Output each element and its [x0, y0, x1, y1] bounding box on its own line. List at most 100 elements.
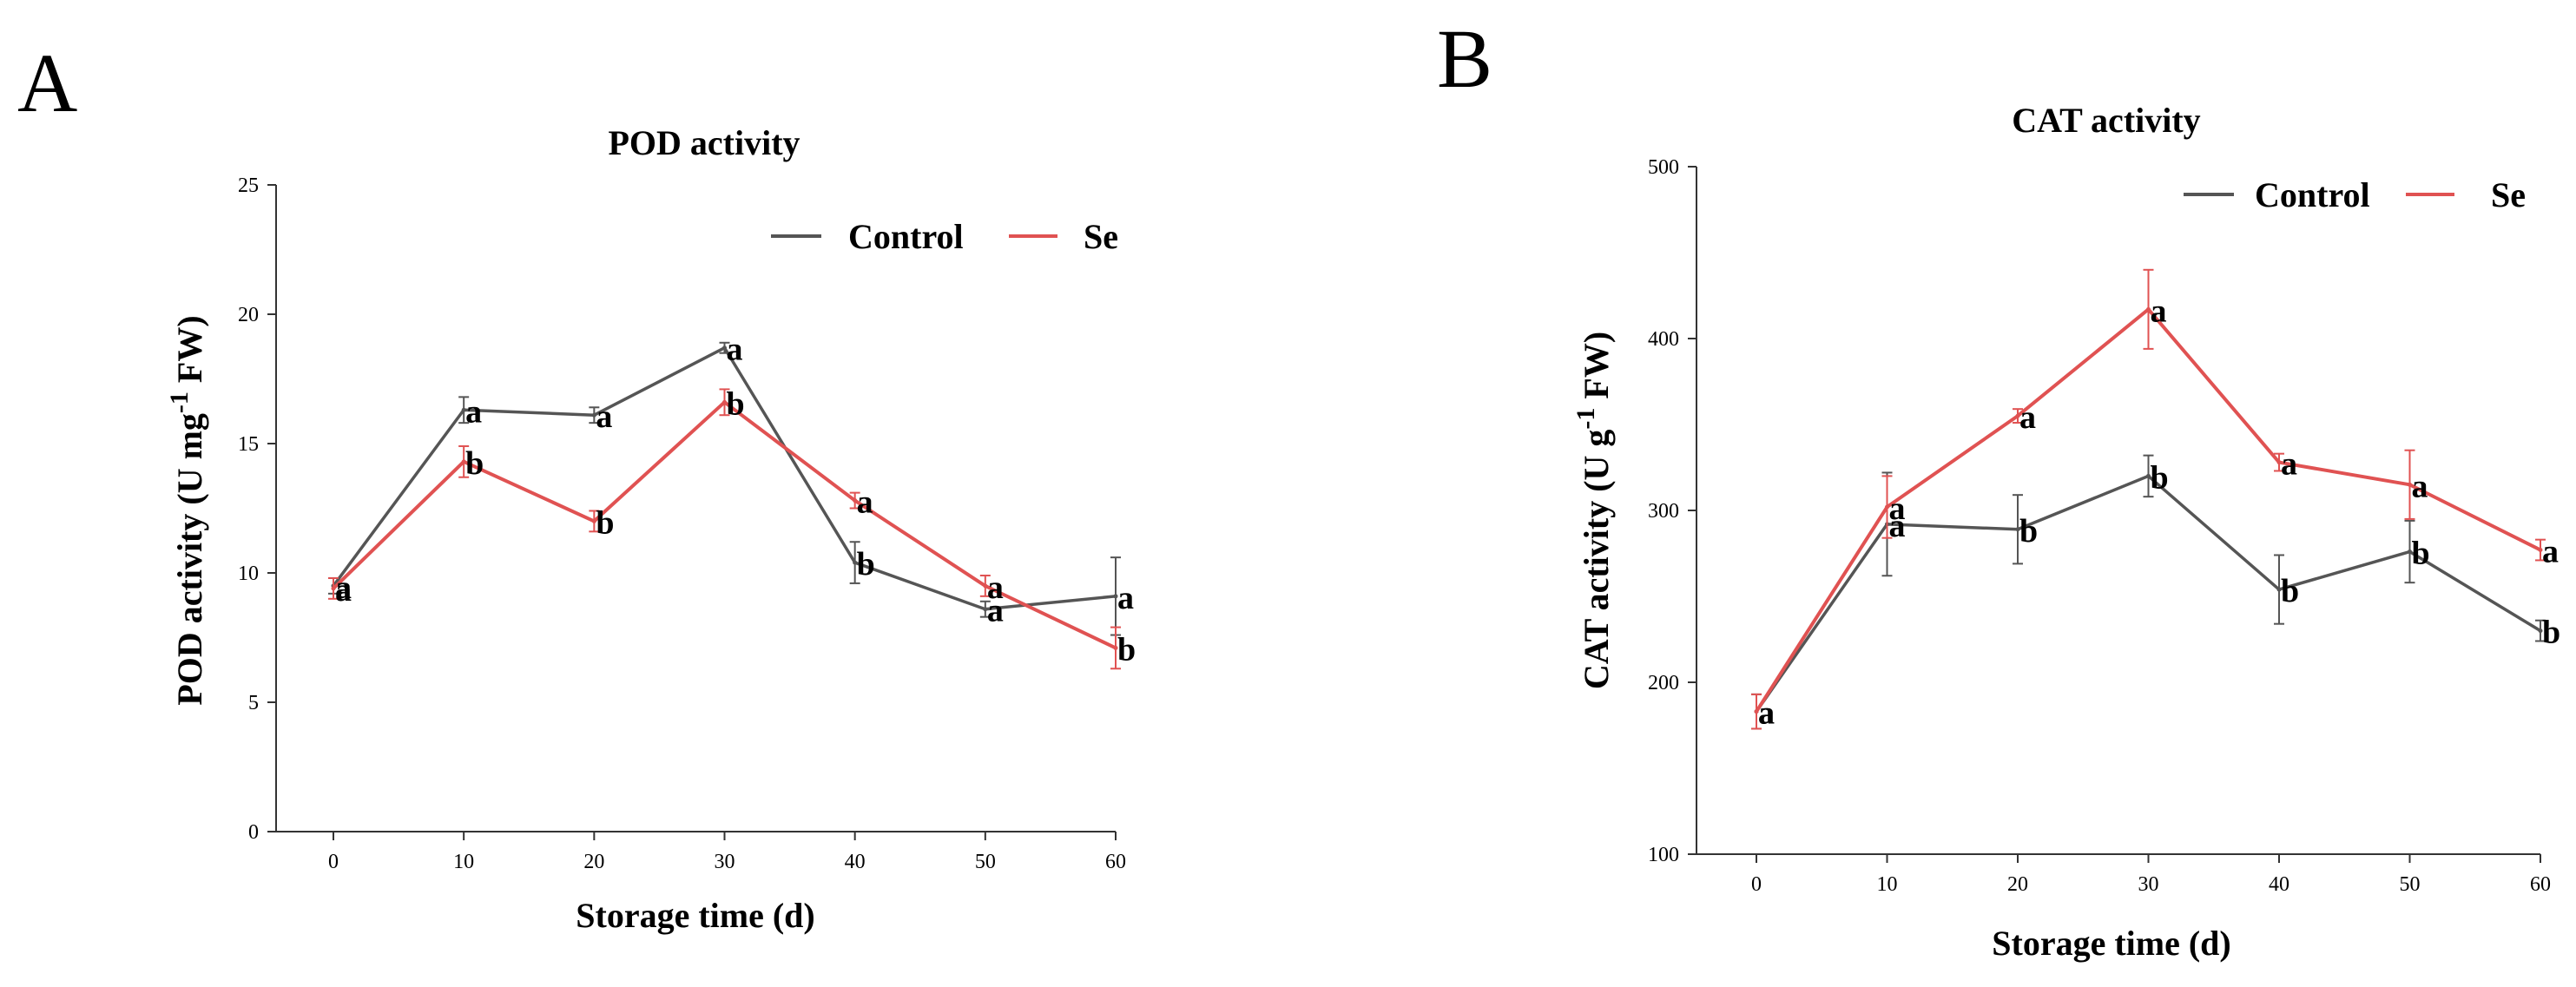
y-tick-label: 400	[1648, 328, 1679, 351]
x-tick-label: 30	[715, 851, 735, 873]
significance-label: a	[857, 484, 873, 521]
data-point	[722, 345, 727, 351]
data-point	[2538, 628, 2543, 634]
data-point	[983, 583, 988, 589]
x-tick-label: 60	[1105, 851, 1126, 873]
significance-label: b	[2019, 513, 2038, 549]
y-tick-label: 500	[1648, 156, 1679, 179]
x-tick-label: 20	[2007, 873, 2028, 896]
y-axis-title-end: FW)	[1577, 332, 1616, 408]
significance-label: a	[335, 572, 352, 609]
significance-label: b	[596, 504, 614, 541]
significance-label: a	[987, 593, 1004, 629]
significance-label: a	[1758, 695, 1775, 732]
significance-label: a	[1117, 580, 1134, 616]
y-axis-title-superscript: -1	[165, 392, 194, 413]
significance-label: a	[2412, 468, 2428, 504]
y-tick-label: 300	[1648, 500, 1679, 523]
y-tick-label: 0	[248, 821, 259, 844]
data-point	[1113, 594, 1118, 599]
x-tick-label: 30	[2138, 873, 2159, 896]
data-point	[461, 407, 466, 412]
significance-label: b	[2542, 615, 2560, 651]
significance-label: b	[2281, 573, 2299, 609]
significance-label: a	[2542, 534, 2559, 570]
y-tick-label: 15	[238, 433, 259, 456]
y-axis-title: POD activity (U mg-1 FW)	[165, 315, 209, 705]
data-point	[591, 518, 596, 523]
data-point	[722, 399, 727, 405]
panel-a: A POD activity 0 5 10 15 20 25 0 10 20 30 40 50 60 Stor…	[17, 36, 1136, 935]
data-point	[2538, 548, 2543, 553]
data-point	[1885, 504, 1889, 510]
x-tick-label: 50	[975, 851, 996, 873]
legend-label-control: Control	[2255, 175, 2370, 214]
data-point	[2276, 587, 2282, 592]
data-point	[591, 412, 596, 418]
data-point	[853, 560, 858, 565]
y-axis-title: CAT activity (U g-1 FW)	[1571, 332, 1616, 689]
data-point	[2146, 306, 2151, 312]
x-axis-title: Storage time (d)	[576, 896, 814, 935]
y-tick-label: 200	[1648, 672, 1679, 694]
significance-label: a	[1758, 695, 1775, 732]
x-axis-title: Storage time (d)	[1992, 924, 2230, 963]
y-axis-title-main: POD activity (U mg	[170, 413, 209, 706]
data-point	[983, 607, 988, 612]
y-tick-label: 5	[248, 692, 259, 714]
significance-label: a	[987, 569, 1004, 606]
significance-label: a	[727, 332, 743, 368]
data-point	[461, 459, 466, 464]
y-axis-title-end: FW)	[170, 315, 209, 392]
significance-label: b	[2151, 459, 2169, 496]
panel-letter: B	[1437, 12, 1492, 105]
significance-label: b	[857, 546, 875, 582]
x-tick-label: 60	[2530, 873, 2551, 896]
y-tick-label: 20	[238, 304, 259, 326]
data-point	[1113, 645, 1118, 650]
significance-label: a	[465, 393, 482, 430]
legend-label-se: Se	[2491, 175, 2526, 214]
significance-label: a	[335, 569, 352, 606]
chart-title: CAT activity	[2012, 101, 2200, 140]
data-point	[2015, 527, 2020, 532]
data-point	[2276, 460, 2282, 465]
data-point	[2146, 473, 2151, 478]
x-tick-label: 20	[583, 851, 604, 873]
x-tick-label: 10	[1877, 873, 1898, 896]
x-tick-label: 40	[845, 851, 866, 873]
y-axis-title-main: CAT activity (U g	[1577, 430, 1616, 690]
y-tick-label: 100	[1648, 844, 1679, 866]
x-tick-label: 50	[2400, 873, 2421, 896]
data-point	[2015, 413, 2020, 418]
chart-title: POD activity	[608, 123, 800, 162]
significance-label: a	[1889, 508, 1906, 544]
x-tick-label: 0	[1751, 873, 1762, 896]
significance-label: b	[465, 445, 484, 482]
significance-label: b	[1117, 631, 1136, 668]
y-axis-title-superscript: -1	[1571, 408, 1600, 430]
x-tick-label: 10	[453, 851, 474, 873]
data-point	[853, 498, 858, 503]
data-point	[2408, 549, 2412, 555]
panel-letter: A	[17, 36, 77, 129]
series-line-se	[1755, 307, 2541, 713]
panel-b: B CAT activity 100 200 300 400 500 0 10 20 30 40 50 6…	[1437, 12, 2560, 963]
significance-label: a	[2281, 446, 2297, 483]
data-point	[1754, 709, 1759, 714]
x-tick-label: 40	[2269, 873, 2289, 896]
legend-label-se: Se	[1084, 217, 1118, 256]
data-point	[2408, 482, 2412, 487]
significance-label: b	[2412, 536, 2430, 572]
legend-label-control: Control	[848, 217, 964, 256]
significance-label: a	[596, 398, 612, 435]
series-line-control	[1755, 474, 2541, 713]
significance-label: a	[2019, 399, 2036, 436]
y-tick-label: 10	[238, 563, 259, 585]
significance-label: a	[1889, 490, 1906, 527]
x-tick-label: 0	[328, 851, 339, 873]
data-point	[331, 586, 336, 591]
y-tick-label: 25	[238, 174, 259, 197]
